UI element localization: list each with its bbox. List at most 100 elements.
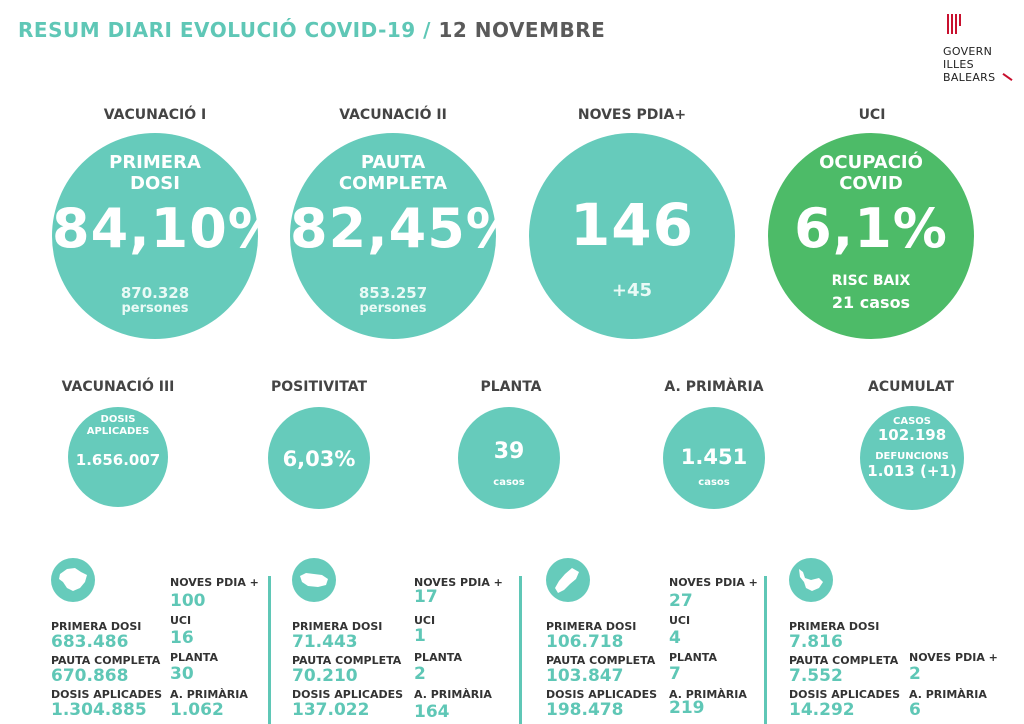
divider xyxy=(268,576,271,724)
planta-value: 30 xyxy=(170,664,194,684)
dosis-aplicades-value: 198.478 xyxy=(546,700,624,720)
circle-value: 1.451 xyxy=(680,445,748,469)
circle-acumulat: CASOS 102.198 DEFUNCIONS 1.013 (+1) xyxy=(860,406,964,510)
dosis-aplicades-label: DOSIS APLICADES xyxy=(546,688,658,701)
heading-vacunacio-3: VACUNACIÓ III xyxy=(61,379,175,395)
circle-foot-2: persones xyxy=(121,301,189,316)
planta-label: PLANTA xyxy=(414,651,462,664)
circle-sub-1: DOSIS xyxy=(100,414,136,425)
circle-foot-1: RISC BAIX xyxy=(831,273,911,289)
circle-sub-2: APLICADES xyxy=(86,426,150,437)
circle-vacunacio-2: PAUTA COMPLETA 82,45% 853.257 persones xyxy=(290,133,521,339)
pauta-completa-label: PAUTA COMPLETA xyxy=(51,654,161,667)
dosis-aplicades-label: DOSIS APLICADES xyxy=(789,688,901,701)
primera-dosi-label: PRIMERA DOSI xyxy=(546,620,637,633)
noves-pdia-label: NOVES PDIA + xyxy=(909,651,998,664)
primaria-label: A. PRIMÀRIA xyxy=(909,688,987,701)
planta-value: 7 xyxy=(669,664,681,684)
logo-line-2: ILLES xyxy=(943,58,974,71)
primera-dosi-value: 683.486 xyxy=(51,632,129,652)
circle-value: 1.656.007 xyxy=(75,451,161,469)
pauta-completa-label: PAUTA COMPLETA xyxy=(789,654,899,667)
primaria-label: A. PRIMÀRIA xyxy=(669,688,747,701)
heading-uci: UCI xyxy=(858,107,886,123)
formentera-icon xyxy=(789,558,833,602)
circle-sub-2: COMPLETA xyxy=(338,173,448,194)
circle-uci: OCUPACIÓ COVID 6,1% RISC BAIX 21 casos xyxy=(768,133,974,339)
circle-value: 102.198 xyxy=(877,426,947,444)
primera-dosi-label: PRIMERA DOSI xyxy=(789,620,880,633)
pauta-completa-label: PAUTA COMPLETA xyxy=(292,654,402,667)
noves-pdia-value: 100 xyxy=(170,591,206,611)
circle-planta: 39 casos xyxy=(458,407,560,509)
dosis-aplicades-value: 1.304.885 xyxy=(51,700,147,720)
uci-value: 16 xyxy=(170,628,194,648)
primaria-value: 219 xyxy=(669,698,705,718)
dosis-aplicades-value: 137.022 xyxy=(292,700,370,720)
logo-slash xyxy=(1002,73,1013,81)
circle-sub-2: DOSI xyxy=(130,173,180,194)
page-title: RESUM DIARI EVOLUCIÓ COVID-19 / 12 NOVEM… xyxy=(18,18,606,42)
pauta-completa-value: 7.552 xyxy=(789,666,843,686)
primera-dosi-value: 106.718 xyxy=(546,632,624,652)
noves-pdia-label: NOVES PDIA + xyxy=(170,576,259,589)
primaria-label: A. PRIMÀRIA xyxy=(414,688,492,701)
menorca-icon xyxy=(292,558,336,602)
noves-pdia-value: 17 xyxy=(414,587,438,607)
noves-pdia-value: 2 xyxy=(909,664,921,684)
primera-dosi-value: 7.816 xyxy=(789,632,843,652)
primaria-value: 1.062 xyxy=(170,700,224,720)
circle-value-2: 1.013 (+1) xyxy=(867,462,957,480)
uci-label: UCI xyxy=(170,614,192,627)
primaria-label: A. PRIMÀRIA xyxy=(170,688,248,701)
circle-sub-1: OCUPACIÓ xyxy=(819,152,923,173)
uci-value: 1 xyxy=(414,626,426,646)
ibiza-icon xyxy=(546,558,590,602)
circle-foot-2: persones xyxy=(359,301,427,316)
heading-positivitat: POSITIVITAT xyxy=(270,379,368,395)
heading-acumulat: ACUMULAT xyxy=(868,379,954,395)
circle-noves-pdia: 146 +45 xyxy=(529,133,735,339)
mallorca-icon xyxy=(51,558,95,602)
noves-pdia-label: NOVES PDIA + xyxy=(669,576,758,589)
circle-primaria: 1.451 casos xyxy=(663,407,765,509)
circle-foot-1: +45 xyxy=(611,280,653,301)
circle-vacunacio-1: PRIMERA DOSI 84,10% 870.328 persones xyxy=(52,133,282,339)
divider xyxy=(519,576,522,724)
primera-dosi-label: PRIMERA DOSI xyxy=(51,620,142,633)
circle-foot-1: 870.328 xyxy=(120,284,190,302)
pauta-completa-value: 670.868 xyxy=(51,666,129,686)
uci-value: 4 xyxy=(669,628,681,648)
primaria-value: 164 xyxy=(414,702,450,722)
circle-small: casos xyxy=(698,477,730,488)
dosis-aplicades-value: 14.292 xyxy=(789,700,855,720)
dosis-aplicades-label: DOSIS APLICADES xyxy=(292,688,404,701)
logo-line-1: GOVERN xyxy=(943,45,993,58)
govern-logo-icon xyxy=(947,14,961,36)
noves-pdia-value: 27 xyxy=(669,591,693,611)
heading-primaria: A. PRIMÀRIA xyxy=(664,379,764,395)
primaria-value: 6 xyxy=(909,700,921,720)
circle-foot-2: 21 casos xyxy=(831,293,911,312)
divider xyxy=(764,576,767,724)
heading-planta: PLANTA xyxy=(480,379,542,395)
circle-value: 146 xyxy=(569,191,695,259)
circle-sub-1: CASOS xyxy=(893,416,931,427)
planta-value: 2 xyxy=(414,664,426,684)
circle-sub-2: COVID xyxy=(839,173,903,194)
pauta-completa-value: 103.847 xyxy=(546,666,624,686)
pauta-completa-label: PAUTA COMPLETA xyxy=(546,654,656,667)
circle-sub-1: PRIMERA xyxy=(109,152,201,173)
circle-value: 6,1% xyxy=(794,197,948,260)
uci-label: UCI xyxy=(414,614,436,627)
circle-positivitat: 6,03% xyxy=(268,407,370,509)
circle-value: 82,45% xyxy=(290,197,521,260)
circle-foot-1: 853.257 xyxy=(358,284,428,302)
circle-sub-2: DEFUNCIONS xyxy=(875,451,949,462)
heading-vacunacio-1: VACUNACIÓ I xyxy=(103,107,207,123)
planta-label: PLANTA xyxy=(669,651,717,664)
dosis-aplicades-label: DOSIS APLICADES xyxy=(51,688,163,701)
circle-sub-1: PAUTA xyxy=(360,152,426,173)
pauta-completa-value: 70.210 xyxy=(292,666,358,686)
